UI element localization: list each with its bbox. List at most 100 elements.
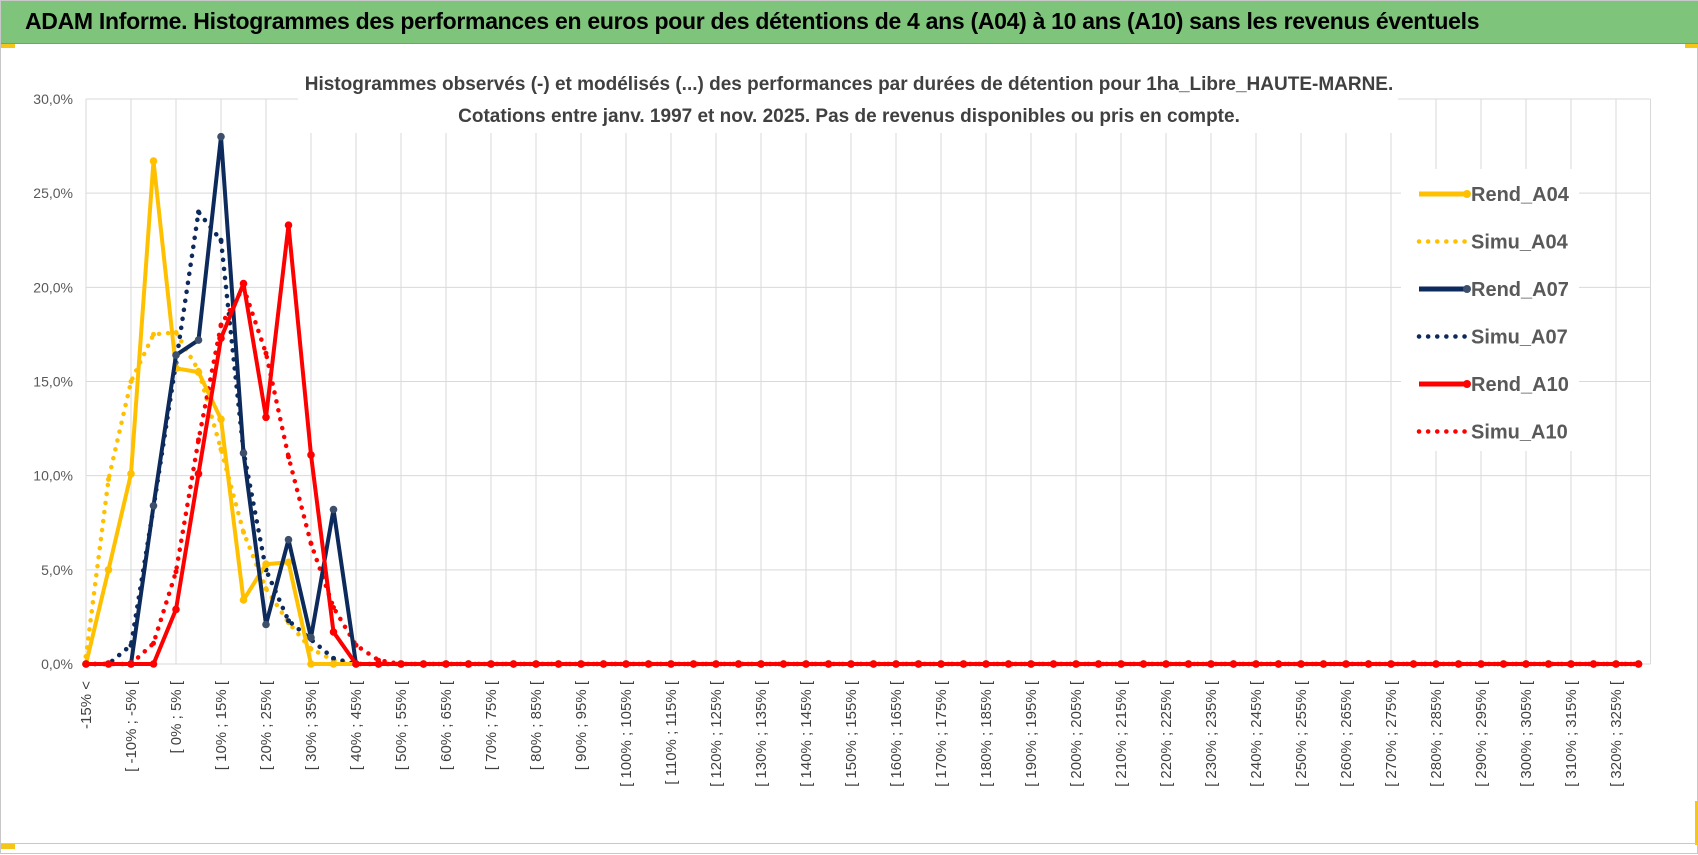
data-point-Rend_A10 [217,334,225,343]
data-point-Rend_A10 [284,221,293,229]
data-point-Rend_A10 [442,660,450,668]
corner-mark-bottom-left [1,843,15,849]
data-point-Rend_A10 [194,470,203,478]
data-point-Rend_A10 [1094,660,1103,668]
data-point-Rend_A10 [464,660,473,668]
legend-entry-Rend_A10: Rend_A10 [1419,374,1569,396]
data-point-Rend_A10 [532,660,540,668]
data-point-Rend_A10 [262,413,270,422]
data-point-Rend_A10 [1342,660,1350,668]
legend-entry-Rend_A07: Rend_A07 [1419,279,1569,301]
data-point-Rend_A10 [307,451,315,459]
legend-marker [1463,380,1471,388]
y-tick-label: 10,0% [33,468,73,484]
data-point-Rend_A07 [172,351,180,359]
legend-label: Simu_A07 [1471,327,1568,349]
data-point-Rend_A04 [239,596,248,604]
data-point-Simu_A04 [241,529,246,535]
data-point-Rend_A10 [329,628,338,636]
legend-label: Rend_A04 [1471,184,1570,206]
data-point-Rend_A10 [982,660,990,668]
data-point-Rend_A10 [1004,660,1013,668]
data-point-Rend_A10 [1499,660,1508,668]
data-point-Rend_A10 [1252,660,1260,668]
data-point-Rend_A10 [1049,660,1058,668]
data-point-Rend_A04 [217,415,225,424]
y-tick-label: 15,0% [33,374,73,390]
data-point-Rend_A10 [1567,660,1575,668]
data-point-Simu_A04 [128,379,134,384]
data-point-Rend_A10 [914,660,923,668]
data-point-Rend_A10 [622,660,630,668]
data-point-Rend_A10 [104,660,113,668]
data-point-Rend_A07 [194,336,203,344]
data-point-Rend_A07 [217,132,225,141]
data-point-Rend_A10 [869,660,878,668]
data-point-Rend_A10 [1387,660,1395,668]
data-point-Rend_A04 [307,660,315,668]
data-point-Rend_A10 [577,660,585,668]
data-point-Simu_A04 [173,330,179,335]
report-banner: ADAM Informe. Histogrammes des performan… [1,1,1698,44]
data-point-Rend_A10 [644,660,653,668]
x-tick-label: [ 140% ; 145% [ [798,680,815,787]
data-point-Simu_A07 [196,209,201,215]
data-point-Rend_A10 [802,660,810,668]
data-point-Rend_A10 [1522,660,1530,668]
data-point-Rend_A04 [284,558,293,567]
data-point-Rend_A10 [779,660,788,668]
data-point-Simu_A04 [106,476,111,482]
data-point-Rend_A10 [1117,660,1125,668]
x-tick-label: [ 240% ; 245% [ [1248,680,1265,787]
y-tick-label: 5,0% [41,562,73,578]
data-point-Rend_A10 [397,660,405,668]
data-point-Rend_A04 [329,660,338,668]
data-point-Rend_A10 [1477,660,1485,668]
data-point-Rend_A10 [937,660,945,668]
x-tick-label: [ 250% ; 255% [ [1293,680,1310,787]
x-tick-label: [ 310% ; 315% [ [1563,680,1580,787]
corner-mark-top-left [1,44,15,48]
data-point-Rend_A10 [689,660,698,668]
data-point-Rend_A10 [1162,660,1170,668]
data-point-Rend_A10 [1274,660,1283,668]
data-point-Rend_A10 [847,660,855,668]
x-tick-label: -15% < [78,681,95,729]
chart-subtitle: Cotations entre janv. 1997 et nov. 2025.… [458,106,1240,127]
x-tick-label: [ 50% ; 55% [ [393,680,410,770]
legend-entry-Simu_A07: Simu_A07 [1416,327,1568,349]
x-tick-label: [ 300% ; 305% [ [1518,680,1535,787]
data-point-Rend_A10 [352,660,360,668]
data-point-Rend_A07 [149,502,158,510]
data-point-Rend_A04 [194,368,203,376]
x-tick-label: [ 110% ; 115% [ [663,680,680,785]
y-axis-tick-labels: 0,0% 5,0% 10,0% 15,0% 20,0% 25,0% 30,0% [33,91,73,672]
data-point-Rend_A10 [149,660,158,668]
data-point-Simu_A10 [218,322,224,328]
data-point-Rend_A07 [284,535,293,544]
series-line-Simu_A10 [83,285,1641,667]
data-point-Rend_A10 [757,660,765,668]
data-point-Rend_A10 [1184,660,1193,668]
data-point-Rend_A10 [1229,660,1238,668]
legend-background [1401,169,1579,451]
legend-entry-Rend_A04: Rend_A04 [1419,184,1570,206]
data-point-Rend_A10 [1072,660,1080,668]
chart-title: Histogrammes observés (-) et modélisés (… [305,74,1394,95]
legend-entry-Simu_A04: Simu_A04 [1416,232,1569,254]
x-tick-label: [ 40% ; 45% [ [348,680,365,770]
data-point-Rend_A10 [487,660,495,668]
x-tick-label: [ 200% ; 205% [ [1068,680,1085,787]
x-axis-tick-labels: -15% < [ -10% ; -5% [[ 0% ; 5% [[ 10% ; 1… [78,680,1625,787]
data-point-Simu_A07 [331,655,336,661]
data-point-Simu_A10 [196,437,201,443]
data-point-Rend_A10 [1139,660,1148,668]
legend-entry-Simu_A10: Simu_A10 [1416,422,1568,444]
x-tick-label: [ 160% ; 165% [ [888,680,905,787]
data-point-Simu_A10 [286,454,291,460]
data-point-Rend_A10 [892,660,900,668]
x-tick-label: [ 220% ; 225% [ [1158,680,1175,787]
x-tick-label: [ 30% ; 35% [ [303,680,320,770]
x-tick-label: [ 180% ; 185% [ [978,680,995,787]
